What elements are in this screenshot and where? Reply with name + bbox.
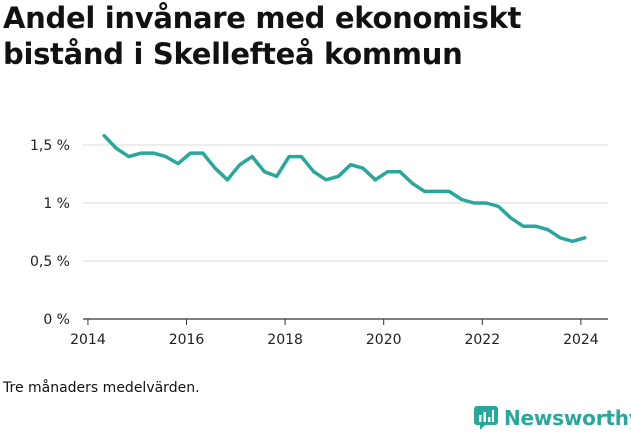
- data-point: [151, 151, 155, 155]
- x-tick-label: 2022: [464, 332, 500, 348]
- series-line: [102, 133, 587, 244]
- data-point: [386, 170, 390, 174]
- data-point: [287, 155, 291, 159]
- data-point: [275, 174, 279, 178]
- data-point: [312, 170, 316, 174]
- data-point: [571, 239, 575, 243]
- chart-note: Tre månaders medelvärden.: [3, 380, 200, 396]
- y-tick-label: 1,5 %: [30, 138, 70, 154]
- data-point: [373, 178, 377, 182]
- data-point: [164, 155, 168, 159]
- data-point: [299, 155, 303, 159]
- data-point: [250, 155, 254, 159]
- data-point: [115, 146, 119, 150]
- data-point: [497, 204, 501, 208]
- brand-logo-link[interactable]: Newsworthy: [474, 406, 631, 430]
- data-point: [176, 162, 180, 166]
- data-point: [410, 181, 414, 185]
- data-point: [460, 198, 464, 202]
- data-point: [447, 189, 451, 193]
- x-tick-label: 2020: [366, 332, 402, 348]
- data-point: [583, 236, 587, 240]
- gridlines: [83, 144, 608, 320]
- data-point: [213, 166, 217, 170]
- data-point: [423, 189, 427, 193]
- data-point: [201, 151, 205, 155]
- data-point: [398, 170, 402, 174]
- data-point: [127, 155, 131, 159]
- data-point: [225, 178, 229, 182]
- y-tick-label: 1 %: [43, 196, 70, 212]
- y-tick-label: 0 %: [43, 312, 70, 328]
- x-tick-label: 2024: [563, 332, 599, 348]
- data-point: [139, 151, 143, 155]
- data-point: [324, 178, 328, 182]
- data-point: [558, 236, 562, 240]
- data-point: [521, 224, 525, 228]
- newsworthy-chart-logo-icon: [474, 406, 498, 430]
- data-point: [472, 201, 476, 205]
- data-point: [509, 216, 513, 220]
- data-point: [546, 228, 550, 232]
- data-point: [102, 134, 106, 138]
- data-point: [361, 166, 365, 170]
- chart-title: Andel invånare med ekonomiskt bistånd i …: [3, 1, 522, 71]
- x-tick-label: 2018: [267, 332, 303, 348]
- x-tick-label: 2014: [70, 332, 106, 348]
- brand-name: Newsworthy: [504, 406, 631, 430]
- data-point: [336, 174, 340, 178]
- data-point: [262, 170, 266, 174]
- data-point: [238, 163, 242, 167]
- data-point: [534, 224, 538, 228]
- data-point: [349, 163, 353, 167]
- data-point: [435, 189, 439, 193]
- y-tick-label: 0,5 %: [30, 254, 70, 270]
- x-tick-label: 2016: [169, 332, 205, 348]
- data-point: [188, 151, 192, 155]
- data-point: [484, 201, 488, 205]
- series-layer: [102, 133, 587, 244]
- axes: 0 % 0,5 % 1 % 1,5 % 2014 2016 2018 2020 2022 2024: [30, 138, 599, 348]
